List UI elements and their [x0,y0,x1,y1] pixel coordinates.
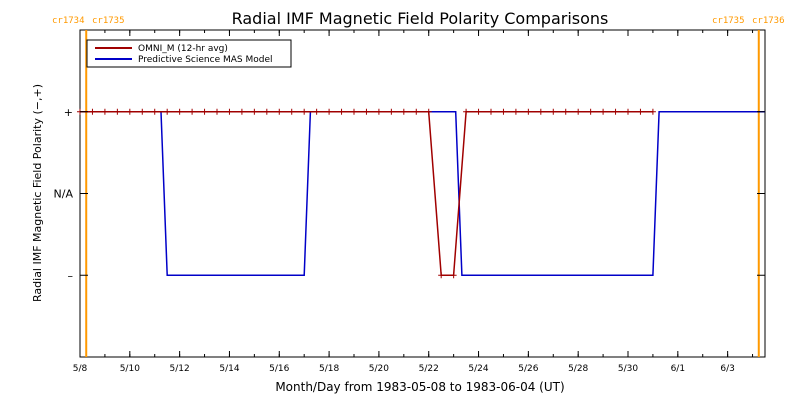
omni-data-point [263,108,270,115]
x-tick-label: 5/22 [419,364,439,374]
omni-data-point [201,108,208,115]
y-tick-label: + [64,106,73,119]
omni-data-point [400,108,407,115]
omni-data-point [575,108,582,115]
omni-data-point [375,108,382,115]
x-tick-label: 5/8 [73,364,88,374]
omni-data-point [139,108,146,115]
omni-data-point [313,108,320,115]
omni-data-point [176,108,183,115]
omni-data-point [114,108,121,115]
omni-data-point [500,108,507,115]
legend-box [86,39,292,68]
y-axis-label: Radial IMF Magnetic Field Polarity (−,+) [31,84,44,302]
y-axis: + N/A – [54,106,765,282]
x-tick-label: 5/26 [518,364,538,374]
omni-data-point [151,108,158,115]
chart-title: Radial IMF Magnetic Field Polarity Compa… [232,9,609,28]
omni-data-point [126,108,133,115]
x-tick-label: 5/14 [219,364,239,374]
omni-data-point [450,272,457,279]
x-tick-label: 5/16 [269,364,289,374]
omni-data-point [425,108,432,115]
omni-data-point [463,108,470,115]
x-tick-label: 6/3 [720,364,734,374]
omni-data-point [276,108,283,115]
carrington-label-left: cr1735 [712,16,745,26]
omni-data-point [388,108,395,115]
omni-data-point [550,108,557,115]
x-tick-label: 5/20 [369,364,389,374]
omni-data-point [475,108,482,115]
x-tick-label: 6/1 [671,364,685,374]
omni-data-point [413,108,420,115]
x-tick-label: 5/30 [618,364,638,374]
omni-data-point [587,108,594,115]
carrington-label-left: cr1734 [52,16,85,26]
omni-data-point [600,108,607,115]
omni-data-point [338,108,345,115]
x-tick-label: 5/10 [120,364,140,374]
x-axis-label: Month/Day from 1983-05-08 to 1983-06-04 … [275,380,564,394]
omni-data-point [89,108,96,115]
x-tick-label: 5/24 [468,364,488,374]
y-tick-label: – [68,269,74,282]
legend-label-mas: Predictive Science MAS Model [138,55,273,65]
omni-data-point [101,108,108,115]
omni-data-point [238,108,245,115]
omni-data-point [301,108,308,115]
omni-data-point [164,108,171,115]
omni-data-point [537,108,544,115]
omni-data-point [562,108,569,115]
omni-data-point [612,108,619,115]
omni-data-point [326,108,333,115]
x-tick-label: 5/18 [319,364,339,374]
series-layer [77,108,765,279]
x-tick-label: 5/12 [170,364,190,374]
x-axis: 5/8 5/10 5/12 5/14 5/16 5/18 5/20 5/22 5/24 5/26 5… [73,30,754,374]
omni-data-point [288,108,295,115]
omni-data-point [637,108,644,115]
legend-label-omni: OMNI_M (12-hr avg) [138,44,228,54]
omni-data-point [438,272,445,279]
omni-data-point [214,108,220,115]
omni-data-point [189,108,196,115]
omni-data-point [525,108,532,115]
omni-data-point [226,108,233,115]
y-tick-label: N/A [54,188,74,201]
omni-data-point [625,108,631,115]
omni-data-point [351,108,357,115]
omni-data-point [488,108,494,115]
omni-data-point [649,108,656,115]
carrington-label-right: cr1735 [92,16,125,26]
omni-data-point [251,108,258,115]
omni-data-point [363,108,370,115]
carrington-label-right: cr1736 [752,16,785,26]
legend: OMNI_M (12-hr avg) Predictive Science MA… [86,39,292,68]
omni-data-point [512,108,519,115]
x-tick-label: 5/28 [568,364,588,374]
